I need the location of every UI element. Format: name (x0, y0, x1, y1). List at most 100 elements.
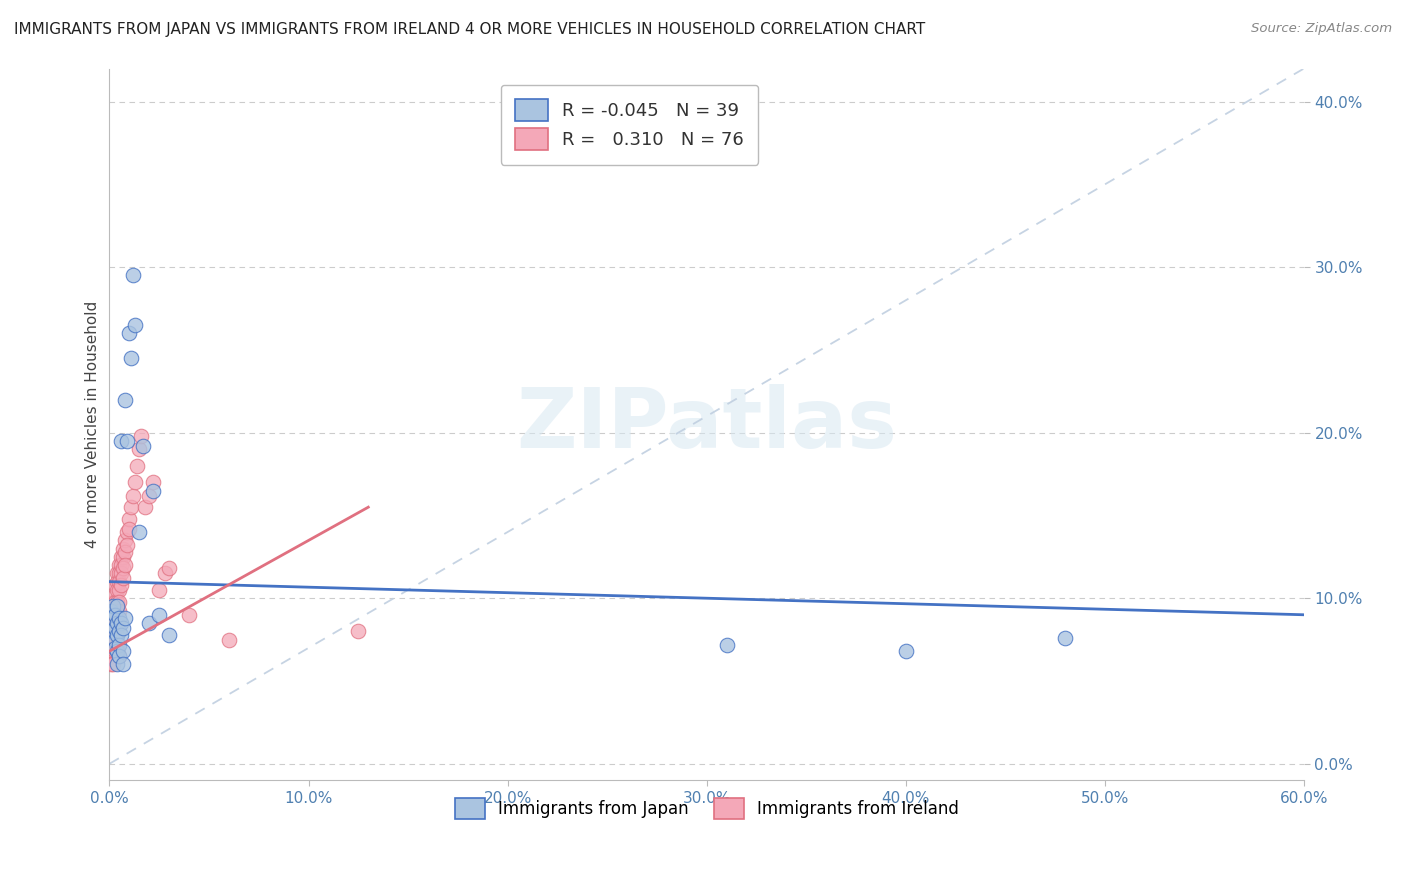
Point (112, 541, 135, 556)
Point (107, 638, 129, 652)
Point (134, 500, 156, 515)
Point (103, 611, 125, 625)
Point (104, 640, 127, 655)
Text: ZIPatlas: ZIPatlas (516, 384, 897, 465)
Point (177, 607, 200, 622)
Point (104, 611, 127, 625)
Text: Source: ZipAtlas.com: Source: ZipAtlas.com (1251, 22, 1392, 36)
Point (120, 500, 142, 515)
Point (148, 582, 170, 597)
Point (108, 638, 131, 652)
Point (124, 475, 146, 490)
Point (108, 649, 131, 664)
Point (117, 434, 139, 448)
Point (107, 574, 129, 589)
Point (100, 604, 122, 618)
Point (110, 549, 132, 564)
Point (128, 442, 150, 457)
Point (112, 549, 135, 564)
Point (138, 489, 160, 503)
Point (148, 607, 170, 622)
Point (103, 599, 125, 614)
Point (716, 638, 738, 652)
Point (118, 326, 141, 341)
Point (104, 627, 127, 641)
Point (142, 483, 165, 498)
Point (104, 621, 127, 635)
Point (104, 607, 127, 622)
Point (103, 627, 125, 641)
Point (100, 657, 122, 672)
Point (100, 649, 122, 664)
Point (108, 611, 131, 625)
Point (118, 512, 141, 526)
Point (103, 611, 125, 625)
Point (108, 582, 131, 597)
Point (218, 632, 240, 647)
Legend: Immigrants from Japan, Immigrants from Ireland: Immigrants from Japan, Immigrants from I… (449, 792, 966, 825)
Point (100, 607, 122, 622)
Point (100, 621, 122, 635)
Point (107, 582, 129, 597)
Point (108, 558, 131, 573)
Point (110, 578, 132, 592)
Point (107, 657, 129, 672)
Point (108, 624, 131, 639)
Point (118, 522, 141, 536)
Point (104, 621, 127, 635)
Point (107, 566, 129, 581)
Point (107, 615, 129, 630)
Point (114, 392, 136, 407)
Point (108, 594, 131, 608)
Point (124, 318, 146, 332)
Point (104, 578, 127, 592)
Point (114, 533, 136, 548)
Point (112, 571, 135, 585)
Point (104, 632, 127, 647)
Point (127, 458, 149, 473)
Point (138, 615, 160, 630)
Point (103, 657, 125, 672)
Point (107, 611, 129, 625)
Point (103, 615, 125, 630)
Point (110, 558, 132, 573)
Point (122, 268, 145, 283)
Point (128, 524, 150, 539)
Point (347, 624, 370, 639)
Point (108, 566, 131, 581)
Point (103, 594, 125, 608)
Point (100, 615, 122, 630)
Point (107, 621, 129, 635)
Point (104, 632, 127, 647)
Point (103, 632, 125, 647)
Point (104, 644, 127, 658)
Point (112, 621, 135, 635)
Point (104, 604, 127, 618)
Point (100, 632, 122, 647)
Point (110, 434, 132, 448)
Point (104, 594, 127, 608)
Point (108, 604, 131, 618)
Point (100, 638, 122, 652)
Point (107, 644, 129, 658)
Point (100, 644, 122, 658)
Point (100, 624, 122, 639)
Point (122, 489, 145, 503)
Point (142, 475, 165, 490)
Point (155, 566, 177, 581)
Point (120, 351, 142, 366)
Point (103, 621, 125, 635)
Point (117, 524, 139, 539)
Point (1054, 631, 1077, 645)
Point (107, 594, 129, 608)
Point (104, 588, 127, 602)
Point (894, 644, 917, 658)
Point (112, 657, 135, 672)
Point (103, 604, 125, 618)
Point (103, 638, 125, 652)
Point (107, 604, 129, 618)
Point (110, 566, 132, 581)
Point (108, 574, 131, 589)
Point (157, 627, 180, 641)
Point (114, 558, 136, 573)
